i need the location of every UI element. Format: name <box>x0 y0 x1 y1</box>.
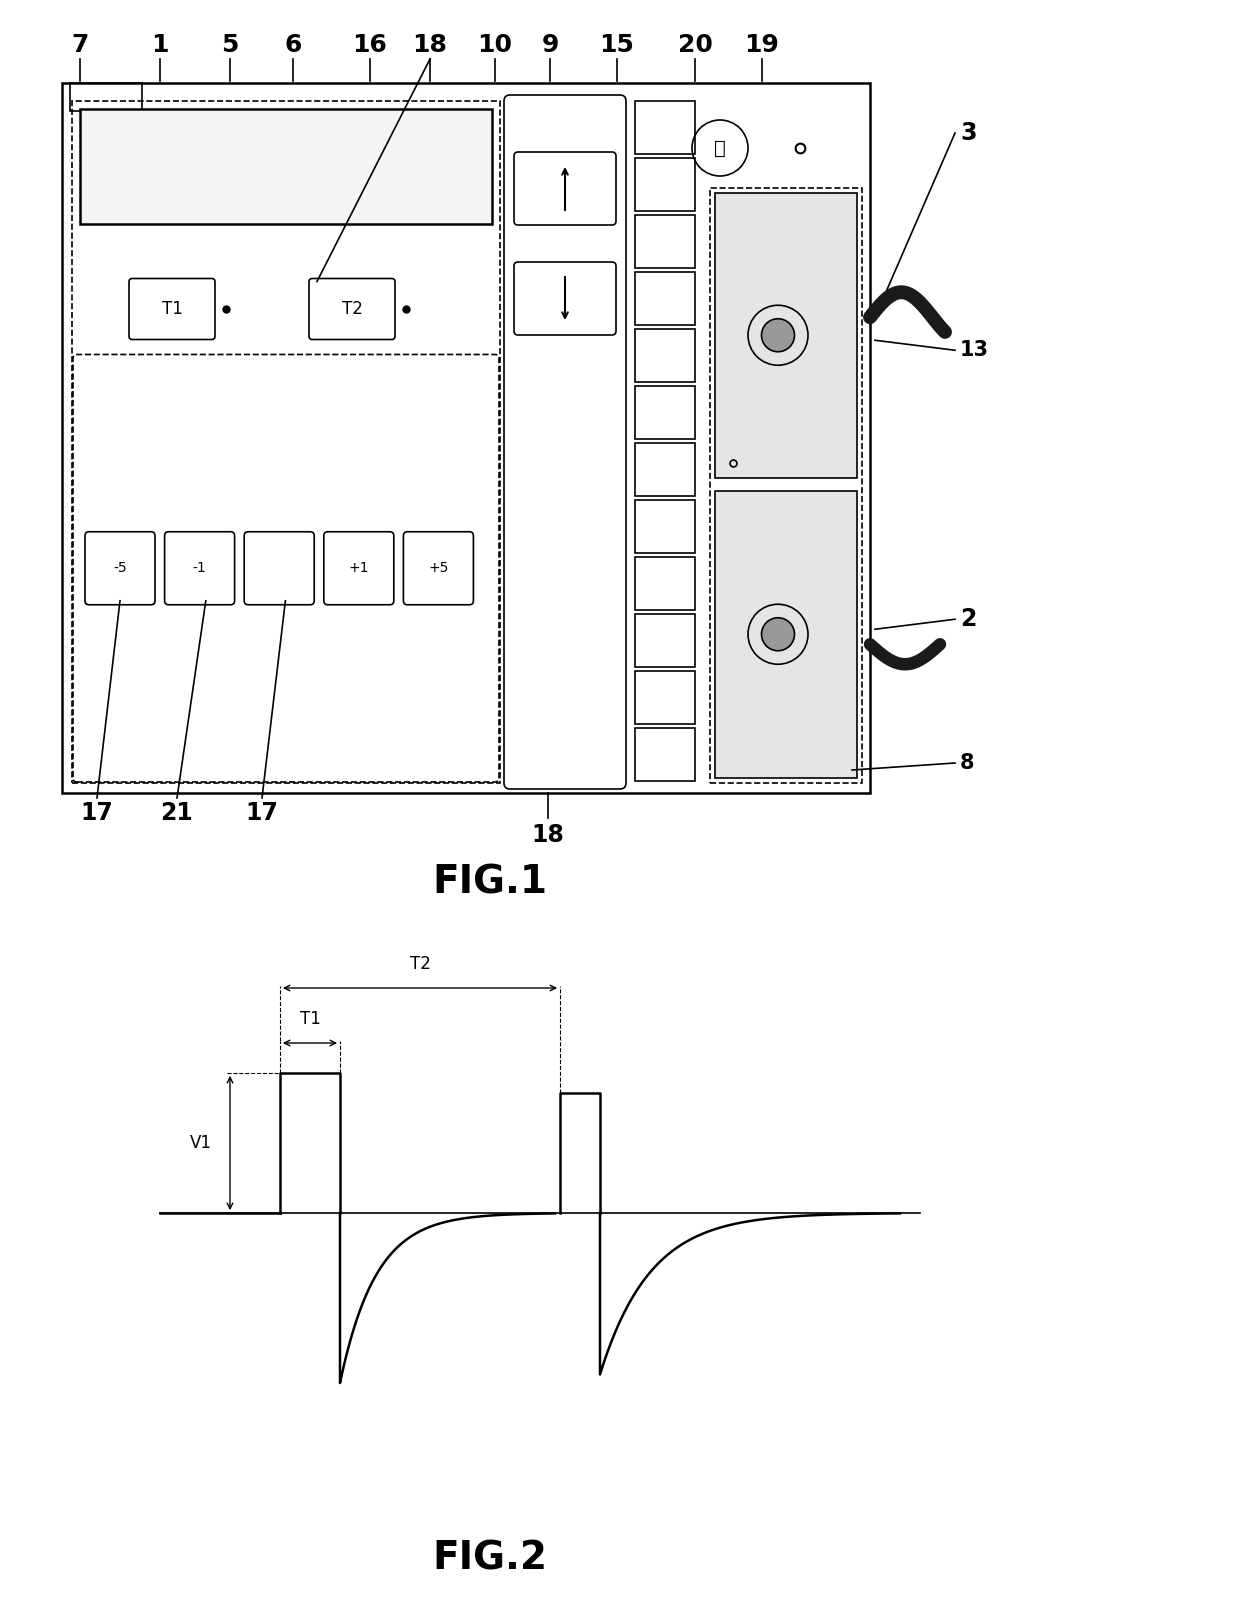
Circle shape <box>761 618 795 650</box>
Text: T2: T2 <box>409 955 430 973</box>
Text: +1: +1 <box>348 561 370 576</box>
Circle shape <box>761 319 795 352</box>
Text: T2: T2 <box>341 300 362 318</box>
Text: 6: 6 <box>284 32 301 56</box>
Text: 21: 21 <box>161 802 193 824</box>
Text: 1: 1 <box>151 32 169 56</box>
Text: 7: 7 <box>72 32 89 56</box>
FancyBboxPatch shape <box>715 490 857 777</box>
Text: 16: 16 <box>352 32 387 56</box>
Text: +5: +5 <box>428 561 449 576</box>
Text: 15: 15 <box>600 32 635 56</box>
Text: T1: T1 <box>161 300 182 318</box>
Text: 18: 18 <box>413 32 448 56</box>
Text: -5: -5 <box>113 561 126 576</box>
Text: 13: 13 <box>960 340 990 360</box>
Text: ⏻: ⏻ <box>714 139 725 158</box>
Text: 17: 17 <box>81 802 113 824</box>
Text: V1: V1 <box>190 1134 212 1152</box>
Text: FIG.1: FIG.1 <box>433 865 548 902</box>
Text: 3: 3 <box>960 121 977 145</box>
Text: 17: 17 <box>246 802 279 824</box>
Text: FIG.2: FIG.2 <box>433 1539 548 1578</box>
Text: 8: 8 <box>960 753 975 773</box>
FancyBboxPatch shape <box>715 194 857 477</box>
FancyBboxPatch shape <box>81 110 492 224</box>
Text: 10: 10 <box>477 32 512 56</box>
Text: 5: 5 <box>221 32 238 56</box>
Text: T1: T1 <box>300 1010 320 1027</box>
Text: 2: 2 <box>960 606 976 631</box>
Text: 18: 18 <box>532 823 564 847</box>
Text: 20: 20 <box>677 32 713 56</box>
Text: 19: 19 <box>744 32 780 56</box>
Text: 9: 9 <box>542 32 559 56</box>
Text: -1: -1 <box>192 561 207 576</box>
